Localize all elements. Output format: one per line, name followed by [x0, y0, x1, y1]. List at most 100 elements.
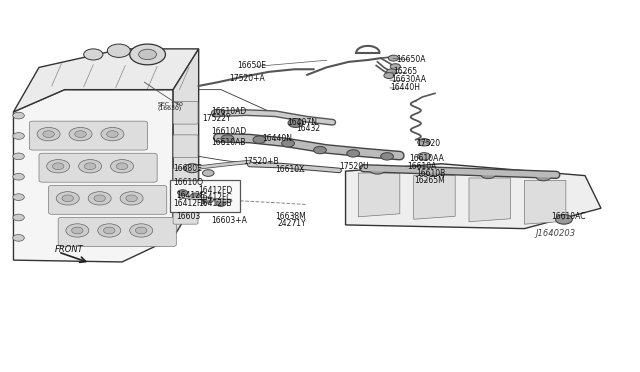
- Circle shape: [384, 73, 394, 78]
- Circle shape: [253, 136, 266, 143]
- Circle shape: [177, 190, 188, 196]
- Circle shape: [130, 44, 166, 65]
- Circle shape: [66, 224, 89, 237]
- Polygon shape: [524, 180, 566, 224]
- Circle shape: [108, 44, 131, 57]
- Polygon shape: [173, 49, 198, 238]
- Circle shape: [418, 153, 431, 160]
- Circle shape: [107, 131, 118, 137]
- Text: 17520+A: 17520+A: [229, 74, 265, 83]
- Circle shape: [111, 160, 134, 173]
- Circle shape: [37, 128, 60, 141]
- Circle shape: [120, 192, 143, 205]
- Circle shape: [126, 195, 138, 202]
- Circle shape: [84, 49, 103, 60]
- Circle shape: [84, 163, 96, 170]
- FancyBboxPatch shape: [173, 135, 198, 157]
- Polygon shape: [13, 90, 173, 262]
- Circle shape: [370, 165, 385, 174]
- Polygon shape: [358, 173, 400, 217]
- Text: 16412FA: 16412FA: [173, 199, 206, 208]
- Circle shape: [136, 227, 147, 234]
- Text: 16432: 16432: [296, 124, 321, 133]
- Circle shape: [47, 160, 70, 173]
- Circle shape: [13, 153, 24, 160]
- Circle shape: [13, 133, 24, 139]
- Text: 16610A: 16610A: [408, 162, 437, 171]
- FancyBboxPatch shape: [49, 185, 167, 214]
- Circle shape: [388, 55, 399, 61]
- Circle shape: [481, 170, 496, 179]
- Text: 16630AA: 16630AA: [392, 75, 426, 84]
- Text: 16610AB: 16610AB: [211, 138, 246, 147]
- Text: 16638M: 16638M: [275, 212, 306, 221]
- Text: SEC.170: SEC.170: [157, 102, 183, 107]
- Text: 16650E: 16650E: [237, 61, 266, 70]
- Circle shape: [79, 160, 102, 173]
- Circle shape: [13, 112, 24, 119]
- Text: 17522Y: 17522Y: [202, 114, 230, 123]
- Circle shape: [381, 153, 394, 160]
- Text: 16610AD: 16610AD: [211, 108, 246, 116]
- Text: 16440N: 16440N: [262, 134, 292, 143]
- Polygon shape: [469, 178, 511, 222]
- FancyBboxPatch shape: [39, 153, 157, 182]
- Circle shape: [104, 227, 115, 234]
- Circle shape: [288, 119, 303, 128]
- Text: 16412F: 16412F: [176, 191, 205, 200]
- Text: 16603: 16603: [176, 212, 200, 221]
- Text: 16265: 16265: [394, 67, 417, 76]
- Circle shape: [13, 173, 24, 180]
- FancyBboxPatch shape: [58, 218, 176, 246]
- Circle shape: [75, 131, 86, 137]
- Text: 16610X: 16610X: [275, 165, 305, 174]
- Circle shape: [216, 201, 226, 206]
- Polygon shape: [413, 176, 455, 219]
- Circle shape: [190, 193, 200, 199]
- FancyBboxPatch shape: [173, 168, 198, 191]
- Text: FRONT: FRONT: [55, 244, 84, 253]
- Text: 16407N: 16407N: [287, 118, 317, 127]
- Circle shape: [418, 138, 431, 146]
- Text: J1640203: J1640203: [536, 229, 576, 238]
- Text: 16412FC: 16412FC: [198, 193, 232, 202]
- Circle shape: [13, 214, 24, 221]
- Circle shape: [101, 128, 124, 141]
- Text: 16610AA: 16610AA: [410, 154, 444, 163]
- FancyBboxPatch shape: [173, 202, 198, 224]
- Circle shape: [52, 163, 64, 170]
- Text: 17520: 17520: [416, 139, 440, 148]
- Circle shape: [203, 197, 213, 203]
- Circle shape: [116, 163, 128, 170]
- Text: 16610AC: 16610AC: [551, 212, 586, 221]
- Circle shape: [556, 215, 572, 224]
- Text: 16265M: 16265M: [415, 176, 445, 185]
- Circle shape: [314, 146, 326, 154]
- Circle shape: [43, 131, 54, 137]
- Text: 16680E: 16680E: [173, 164, 202, 173]
- Circle shape: [211, 109, 224, 117]
- Circle shape: [130, 224, 153, 237]
- Circle shape: [13, 235, 24, 241]
- FancyBboxPatch shape: [173, 102, 198, 124]
- Circle shape: [282, 140, 294, 147]
- Text: 17520U: 17520U: [339, 162, 369, 171]
- Circle shape: [221, 135, 234, 142]
- Circle shape: [69, 128, 92, 141]
- Circle shape: [62, 195, 74, 202]
- Text: 16650A: 16650A: [397, 55, 426, 64]
- Circle shape: [88, 192, 111, 205]
- Circle shape: [347, 150, 360, 157]
- Circle shape: [94, 195, 106, 202]
- Text: 16603+A: 16603+A: [211, 216, 247, 225]
- Circle shape: [390, 64, 401, 70]
- Circle shape: [202, 170, 214, 176]
- Text: 24271Y: 24271Y: [277, 219, 306, 228]
- Circle shape: [387, 69, 397, 75]
- Circle shape: [56, 192, 79, 205]
- Polygon shape: [346, 164, 601, 229]
- Circle shape: [536, 172, 551, 181]
- Text: 16440H: 16440H: [390, 83, 420, 92]
- Text: 16610B: 16610B: [416, 169, 445, 178]
- FancyBboxPatch shape: [170, 180, 240, 212]
